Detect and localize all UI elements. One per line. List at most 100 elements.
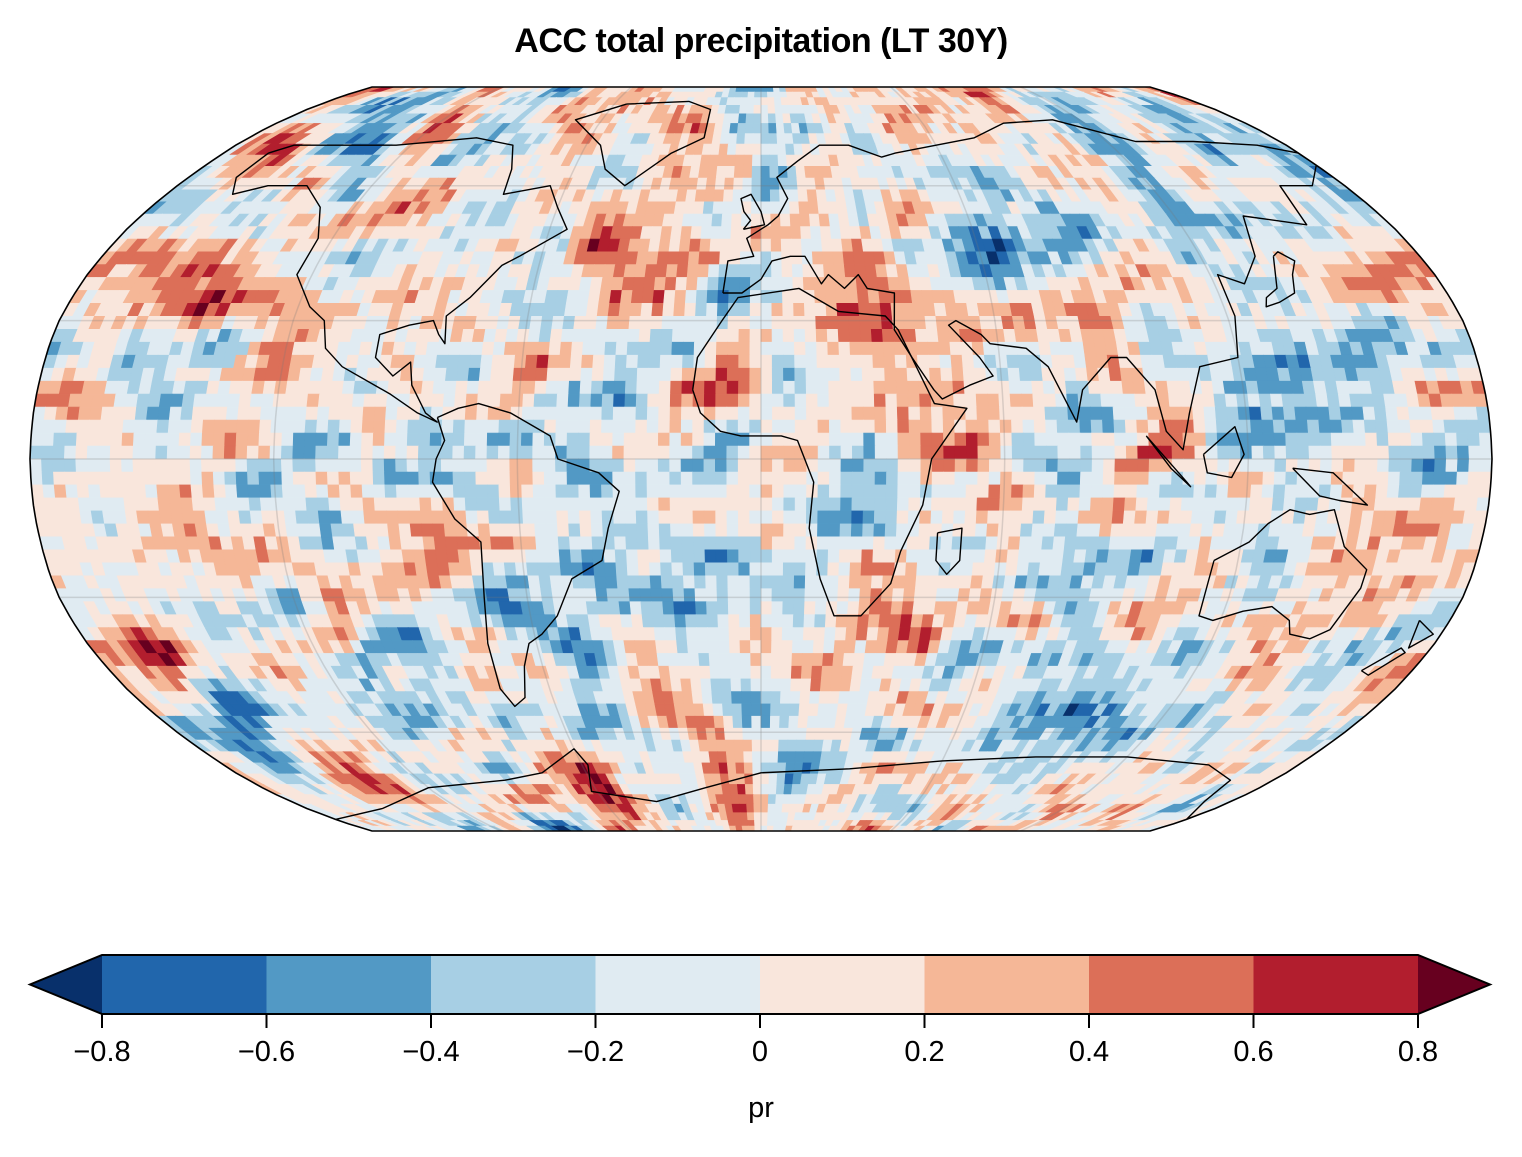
- grid-cell: [790, 226, 802, 240]
- grid-cell: [1248, 406, 1263, 421]
- grid-cell: [895, 367, 908, 382]
- grid-cell: [512, 536, 526, 551]
- grid-cell: [749, 354, 762, 369]
- grid-cell: [688, 238, 702, 253]
- grid-cell: [453, 497, 467, 512]
- grid-cell: [411, 536, 425, 551]
- grid-cell: [606, 315, 620, 330]
- grid-cell: [77, 497, 92, 512]
- grid-cell: [986, 523, 1000, 538]
- grid-cell: [395, 471, 408, 486]
- grid-cell: [144, 419, 159, 434]
- grid-cell: [692, 523, 705, 538]
- grid-cell: [1386, 419, 1400, 434]
- grid-cell: [793, 328, 806, 343]
- grid-cell: [1316, 497, 1331, 512]
- grid-cell: [847, 302, 860, 317]
- grid-cell: [1045, 445, 1059, 460]
- grid-cell: [452, 432, 465, 447]
- grid-cell: [623, 484, 637, 499]
- grid-cell: [738, 367, 751, 382]
- grid-cell: [752, 143, 762, 156]
- grid-cell: [533, 497, 546, 512]
- grid-cell: [1224, 393, 1239, 408]
- grid-cell: [270, 484, 284, 499]
- grid-cell: [1079, 484, 1092, 499]
- grid-cell: [881, 328, 895, 343]
- grid-cell: [953, 510, 966, 525]
- grid-cell: [966, 458, 979, 473]
- grid-cell: [1262, 471, 1275, 486]
- grid-cell: [526, 341, 540, 356]
- grid-cell: [534, 380, 548, 395]
- grid-cell: [999, 484, 1013, 499]
- grid-cell: [338, 484, 352, 499]
- grid-cell: [560, 328, 574, 343]
- grid-cell: [840, 406, 853, 421]
- grid-cell: [733, 177, 744, 191]
- grid-cell: [1315, 393, 1330, 408]
- grid-cell: [999, 419, 1013, 434]
- grid-cell: [772, 445, 785, 460]
- grid-cell: [783, 523, 796, 538]
- grid-cell: [1375, 419, 1389, 434]
- grid-cell: [1250, 484, 1264, 499]
- grid-cell: [783, 380, 796, 395]
- grid-cell: [908, 419, 921, 434]
- grid-cell: [1067, 484, 1081, 499]
- grid-cell: [719, 251, 731, 265]
- grid-cell: [890, 302, 904, 317]
- grid-cell: [431, 510, 445, 525]
- grid-cell: [998, 510, 1012, 525]
- grid-cell: [908, 471, 922, 486]
- grid-cell: [771, 367, 784, 382]
- grid-cell: [919, 393, 932, 408]
- grid-cell: [55, 497, 69, 512]
- grid-cell: [1057, 445, 1070, 460]
- grid-cell: [919, 419, 933, 434]
- grid-cell: [238, 510, 252, 525]
- grid-cell: [500, 523, 514, 538]
- grid-cell: [1102, 432, 1116, 447]
- grid-cell: [43, 406, 58, 421]
- grid-cell: [132, 458, 146, 473]
- grid-cell: [1385, 497, 1399, 512]
- grid-cell: [403, 341, 418, 356]
- grid-cell: [1274, 458, 1287, 473]
- grid-cell: [432, 380, 446, 395]
- grid-cell: [1034, 471, 1047, 486]
- grid-cell: [635, 406, 648, 421]
- grid-cell: [677, 251, 690, 265]
- grid-cell: [269, 458, 283, 473]
- grid-cell: [938, 341, 952, 356]
- grid-cell: [440, 445, 454, 460]
- grid-cell: [259, 497, 274, 512]
- grid-cell: [536, 354, 550, 369]
- grid-cell: [635, 484, 648, 499]
- grid-cell: [726, 367, 739, 382]
- grid-cell: [1306, 484, 1321, 499]
- grid-cell: [520, 432, 534, 447]
- grid-cell: [635, 458, 648, 473]
- grid-cell: [726, 406, 739, 421]
- grid-cell: [714, 432, 728, 447]
- grid-cell: [636, 367, 650, 382]
- grid-cell: [805, 380, 818, 395]
- grid-cell: [906, 367, 920, 382]
- grid-cell: [423, 354, 438, 369]
- grid-cell: [657, 458, 671, 473]
- grid-cell: [646, 251, 659, 265]
- grid-cell: [964, 510, 978, 525]
- grid-cell: [1007, 536, 1021, 551]
- grid-cell: [636, 380, 649, 395]
- grid-cell: [1285, 471, 1298, 486]
- grid-cell: [726, 393, 739, 408]
- grid-cell: [614, 367, 627, 382]
- grid-cell: [1376, 445, 1390, 460]
- grid-cell: [941, 380, 954, 395]
- grid-cell: [1397, 419, 1412, 434]
- grid-cell: [931, 458, 945, 473]
- grid-cell: [635, 510, 649, 525]
- grid-cell: [213, 419, 227, 434]
- grid-cell: [258, 445, 271, 460]
